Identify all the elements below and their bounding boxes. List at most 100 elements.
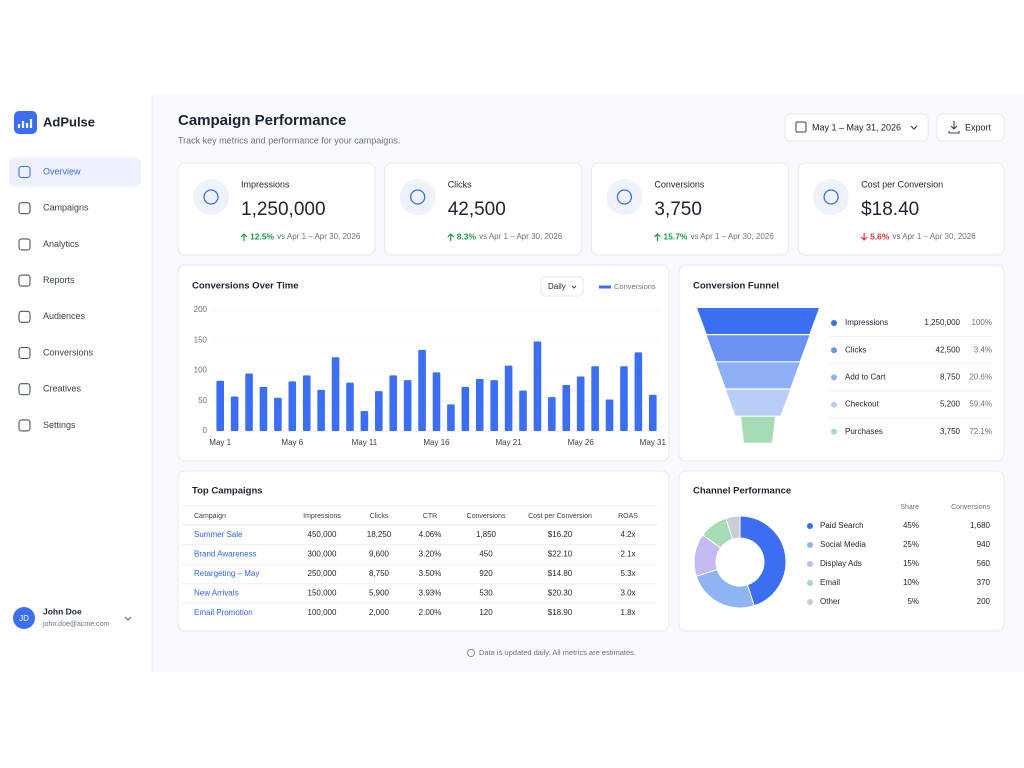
stage-label: Clicks <box>845 345 866 354</box>
x-tick-label: May 11 <box>352 438 378 447</box>
column-header: Conversions <box>467 513 506 520</box>
export-button[interactable]: Export <box>936 113 1005 142</box>
user-email: john.doe@acme.com <box>42 621 109 628</box>
logo-icon <box>14 111 37 134</box>
kpi-icon-bg <box>193 179 229 215</box>
bar <box>519 390 527 431</box>
nav-item[interactable]: Audiences <box>18 310 86 323</box>
funnel-stage <box>741 416 775 443</box>
column-header: Share <box>900 504 919 511</box>
campaign-link[interactable]: Retargeting – May <box>194 569 259 578</box>
kpi-icon-bg <box>813 179 850 215</box>
bar <box>274 397 282 431</box>
campaign-link[interactable]: New Arrivals <box>194 589 238 598</box>
bar <box>288 381 297 431</box>
chart-title: Channel Performance <box>693 486 791 497</box>
bar <box>634 352 643 431</box>
funnel-stage <box>697 308 819 334</box>
bar <box>346 382 354 431</box>
trend-arrow <box>860 233 868 241</box>
stage-value: 42,500 <box>936 345 961 354</box>
nav-label: Creatives <box>43 384 82 394</box>
nav-icon <box>18 274 31 287</box>
column-header: Conversions <box>951 504 990 511</box>
funnel-stage <box>725 389 791 416</box>
channel-conversions: 200 <box>977 597 991 606</box>
trend-arrow <box>447 233 455 241</box>
cell: 1,850 <box>476 530 497 539</box>
campaign-link[interactable]: Summer Sale <box>194 530 243 539</box>
channel-label: Email <box>820 578 840 587</box>
cell: 450 <box>479 550 493 559</box>
bar <box>504 365 513 431</box>
channel-share: 10% <box>903 578 919 587</box>
bar <box>302 375 311 431</box>
cell: 18,250 <box>367 530 392 539</box>
legend-dot <box>807 523 813 529</box>
legend-dot <box>831 374 837 381</box>
kpi-change: 8.3% <box>457 231 477 241</box>
cell: 4.2x <box>620 530 635 539</box>
cell: 300,000 <box>308 550 337 559</box>
date-picker[interactable]: May 1 – May 31, 2026 <box>784 113 929 142</box>
cell: 3.20% <box>419 550 442 559</box>
kpi-change: 5.6% <box>870 231 890 241</box>
page-title: Campaign Performance <box>178 112 346 129</box>
nav-icon <box>18 383 31 396</box>
dropdown-label: Daily <box>548 282 566 291</box>
stage-rate: 72.1% <box>969 427 992 436</box>
bar <box>375 391 383 431</box>
campaign-link[interactable]: Email Promotion <box>194 608 253 617</box>
nav-icon <box>18 346 31 360</box>
nav-item[interactable]: Creatives <box>18 383 82 396</box>
kpi-value: 42,500 <box>448 199 506 220</box>
donut-slice <box>725 515 741 540</box>
nav-item[interactable]: Analytics <box>18 238 80 251</box>
channel-share: 25% <box>903 540 919 549</box>
kpi-icon <box>410 189 426 205</box>
bar <box>591 366 599 431</box>
nav-icon <box>18 310 31 323</box>
bar <box>259 386 268 431</box>
funnel-stage <box>706 335 810 362</box>
kpi-value: 3,750 <box>654 199 702 220</box>
user[interactable]: JD John Doe john.doe@acme.com <box>13 606 132 629</box>
nav: Overview Campaigns Analytics Reports Audienc… <box>9 157 141 432</box>
nav-item[interactable]: Reports <box>18 274 75 287</box>
x-tick-label: May 6 <box>281 438 303 447</box>
cell: 920 <box>479 569 493 578</box>
cell: 4.06% <box>419 530 442 539</box>
nav-icon <box>18 165 31 179</box>
nav-item[interactable]: Campaigns <box>18 202 89 215</box>
bar <box>648 394 657 431</box>
nav-item[interactable]: Conversions <box>18 346 94 360</box>
nav-item[interactable]: Settings <box>18 419 76 432</box>
cell: 3.50% <box>419 569 442 578</box>
cell: 530 <box>479 589 493 598</box>
bar <box>620 366 628 431</box>
y-tick-label: 150 <box>194 335 208 344</box>
kpi-change: 12.5% <box>250 231 275 241</box>
legend-dot <box>831 428 837 435</box>
bar <box>331 357 340 431</box>
cell: 450,000 <box>308 530 337 539</box>
bar <box>447 404 455 431</box>
y-tick-label: 200 <box>194 305 208 314</box>
footer-note: Data is updated daily. All metrics are e… <box>479 648 636 657</box>
kpi-change: 15.7% <box>663 231 688 241</box>
channel-conversions: 560 <box>977 559 991 568</box>
channel-conversions: 940 <box>977 540 991 549</box>
nav-item[interactable]: Overview <box>9 157 141 187</box>
nav-label: Campaigns <box>43 203 89 213</box>
bar <box>475 378 484 431</box>
card <box>177 470 670 632</box>
bar <box>245 373 253 431</box>
interval-dropdown[interactable]: Daily <box>540 276 584 297</box>
legend-dot <box>831 320 837 326</box>
bar <box>490 380 498 431</box>
cell: $14.80 <box>548 569 573 578</box>
campaign-link[interactable]: Brand Awareness <box>194 550 257 559</box>
logo-glyph <box>17 119 33 128</box>
cell: 5.3x <box>620 569 635 578</box>
